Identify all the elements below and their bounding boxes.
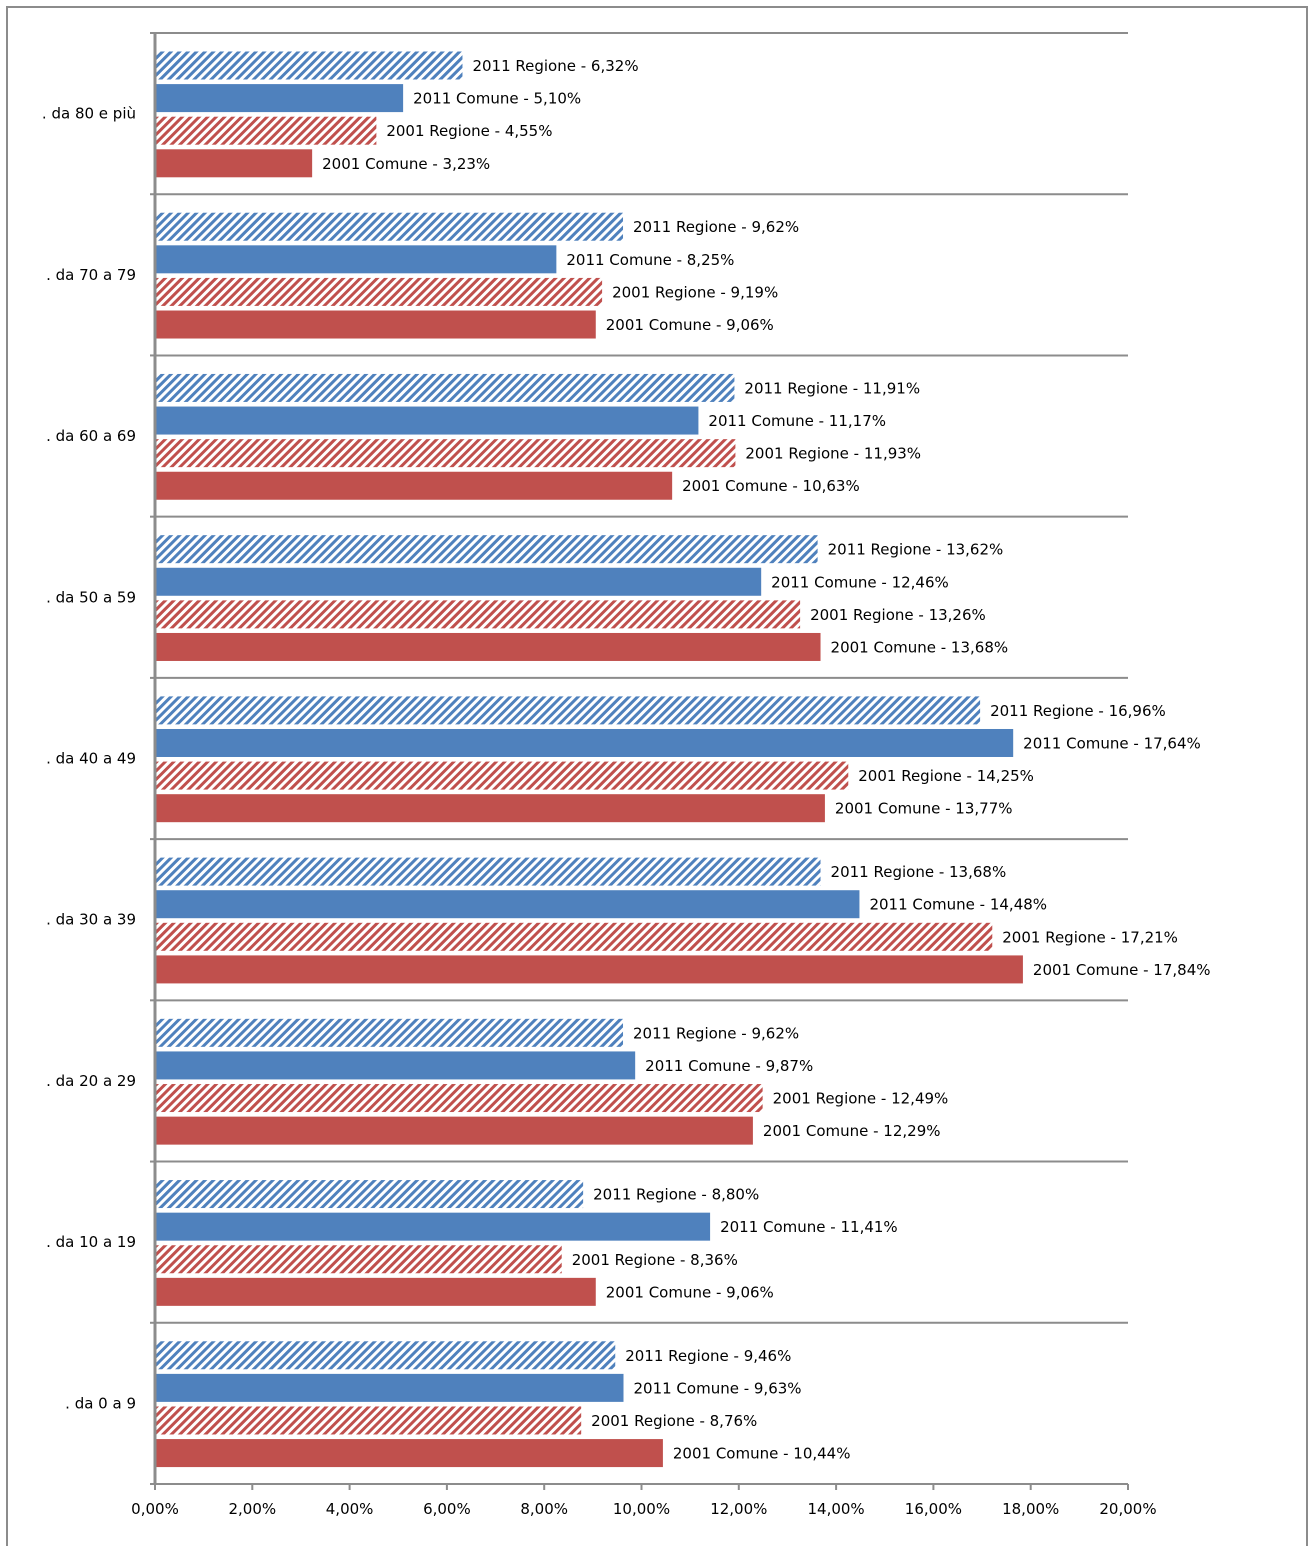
data-label: 2001 Regione - 11,93%	[745, 445, 921, 463]
bar	[156, 1180, 584, 1209]
data-label: 2001 Comune - 3,23%	[322, 155, 490, 173]
data-label: 2001 Comune - 9,06%	[606, 316, 774, 334]
x-tick-label: 6,00%	[423, 1500, 471, 1518]
bar	[156, 471, 673, 500]
bar	[156, 1341, 616, 1370]
data-label: 2001 Regione - 4,55%	[386, 122, 552, 140]
bar	[156, 1439, 663, 1468]
bar	[156, 728, 1014, 757]
bar	[156, 1373, 624, 1402]
data-label: 2001 Comune - 9,06%	[606, 1283, 774, 1301]
bar	[156, 373, 735, 402]
data-label: 2011 Regione - 13,62%	[828, 541, 1004, 559]
bar	[156, 1051, 636, 1080]
data-label: 2001 Regione - 9,19%	[612, 283, 778, 301]
x-tick-label: 4,00%	[326, 1500, 374, 1518]
data-label: 2001 Regione - 13,26%	[810, 606, 986, 624]
bar	[156, 51, 463, 80]
data-label: 2011 Regione - 16,96%	[990, 702, 1166, 720]
data-label: 2001 Comune - 12,29%	[763, 1122, 941, 1140]
category-label: . da 10 a 19	[46, 1233, 136, 1251]
category-label: . da 20 a 29	[46, 1072, 136, 1090]
bar	[156, 406, 699, 435]
bar	[156, 245, 557, 274]
bar	[156, 567, 762, 596]
bar	[156, 1245, 562, 1274]
bar	[156, 632, 821, 661]
data-label: 2011 Regione - 13,68%	[831, 863, 1007, 881]
data-label: 2011 Comune - 9,63%	[633, 1379, 801, 1397]
data-label: 2011 Comune - 11,17%	[708, 412, 886, 430]
data-label: 2001 Comune - 17,84%	[1033, 961, 1211, 979]
data-label: 2011 Regione - 9,62%	[633, 1024, 799, 1042]
chart-frame	[6, 6, 1308, 1546]
data-label: 2011 Regione - 11,91%	[744, 379, 920, 397]
bar	[156, 149, 313, 178]
x-tick-label: 10,00%	[613, 1500, 670, 1518]
x-tick-label: 16,00%	[905, 1500, 962, 1518]
x-tick-label: 20,00%	[1099, 1500, 1156, 1518]
bar	[156, 696, 981, 725]
x-tick-label: 8,00%	[520, 1500, 568, 1518]
bar	[156, 600, 801, 629]
bar	[156, 84, 404, 113]
bar	[156, 857, 821, 886]
data-label: 2011 Regione - 9,62%	[633, 218, 799, 236]
bar	[156, 955, 1023, 984]
data-label: 2001 Comune - 10,44%	[673, 1445, 851, 1463]
data-label: 2011 Comune - 11,41%	[720, 1218, 898, 1236]
data-label: 2011 Regione - 8,80%	[593, 1186, 759, 1204]
x-tick-label: 12,00%	[710, 1500, 767, 1518]
bar	[156, 794, 825, 823]
category-label: . da 80 e più	[42, 105, 136, 123]
bar	[156, 761, 849, 790]
data-label: 2001 Regione - 12,49%	[773, 1090, 949, 1108]
bar	[156, 1406, 582, 1435]
data-label: 2011 Comune - 12,46%	[771, 573, 949, 591]
bar	[156, 890, 860, 919]
bar	[156, 1018, 624, 1047]
data-label: 2001 Regione - 8,76%	[591, 1412, 757, 1430]
data-label: 2001 Regione - 17,21%	[1002, 928, 1178, 946]
data-label: 2001 Comune - 10,63%	[682, 477, 860, 495]
category-label: . da 0 a 9	[65, 1394, 136, 1412]
bar	[156, 922, 993, 951]
x-tick-label: 14,00%	[807, 1500, 864, 1518]
data-label: 2011 Comune - 8,25%	[566, 251, 734, 269]
data-label: 2011 Comune - 14,48%	[869, 896, 1047, 914]
bar	[156, 212, 624, 241]
category-label: . da 30 a 39	[46, 911, 136, 929]
bar	[156, 1277, 596, 1306]
data-label: 2011 Regione - 9,46%	[625, 1347, 791, 1365]
category-label: . da 40 a 49	[46, 750, 136, 768]
data-label: 2001 Comune - 13,68%	[831, 638, 1009, 656]
data-label: 2011 Regione - 6,32%	[472, 57, 638, 75]
data-label: 2001 Comune - 13,77%	[835, 800, 1013, 818]
bar	[156, 439, 736, 468]
x-tick-label: 2,00%	[228, 1500, 276, 1518]
bar	[156, 310, 596, 339]
data-label: 2011 Comune - 9,87%	[645, 1057, 813, 1075]
bar	[156, 1212, 711, 1241]
data-label: 2011 Comune - 5,10%	[413, 90, 581, 108]
bar	[156, 277, 603, 306]
category-label: . da 50 a 59	[46, 588, 136, 606]
data-label: 2001 Regione - 8,36%	[572, 1251, 738, 1269]
bar	[156, 1116, 753, 1145]
x-tick-label: 0,00%	[131, 1500, 179, 1518]
data-label: 2011 Comune - 17,64%	[1023, 734, 1201, 752]
bar	[156, 116, 377, 145]
category-label: . da 60 a 69	[46, 427, 136, 445]
data-label: 2001 Regione - 14,25%	[858, 767, 1034, 785]
category-label: . da 70 a 79	[46, 266, 136, 284]
bar	[156, 535, 818, 564]
x-tick-label: 18,00%	[1002, 1500, 1059, 1518]
bar	[156, 1084, 763, 1113]
